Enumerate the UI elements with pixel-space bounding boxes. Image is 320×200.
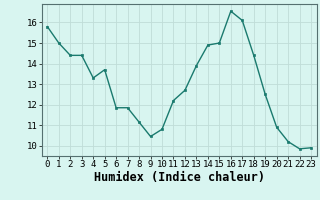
X-axis label: Humidex (Indice chaleur): Humidex (Indice chaleur) xyxy=(94,171,265,184)
